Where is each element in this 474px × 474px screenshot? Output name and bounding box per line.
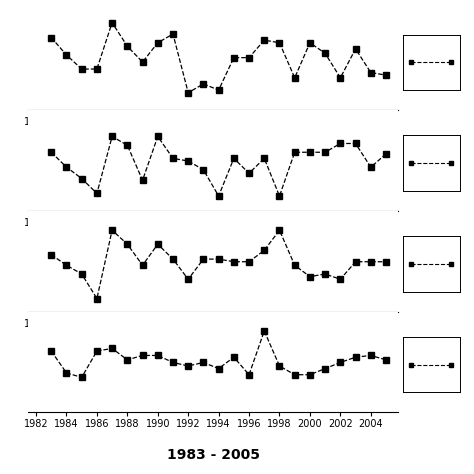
Text: 1983 - 2005: 1983 - 2005 xyxy=(167,448,260,462)
